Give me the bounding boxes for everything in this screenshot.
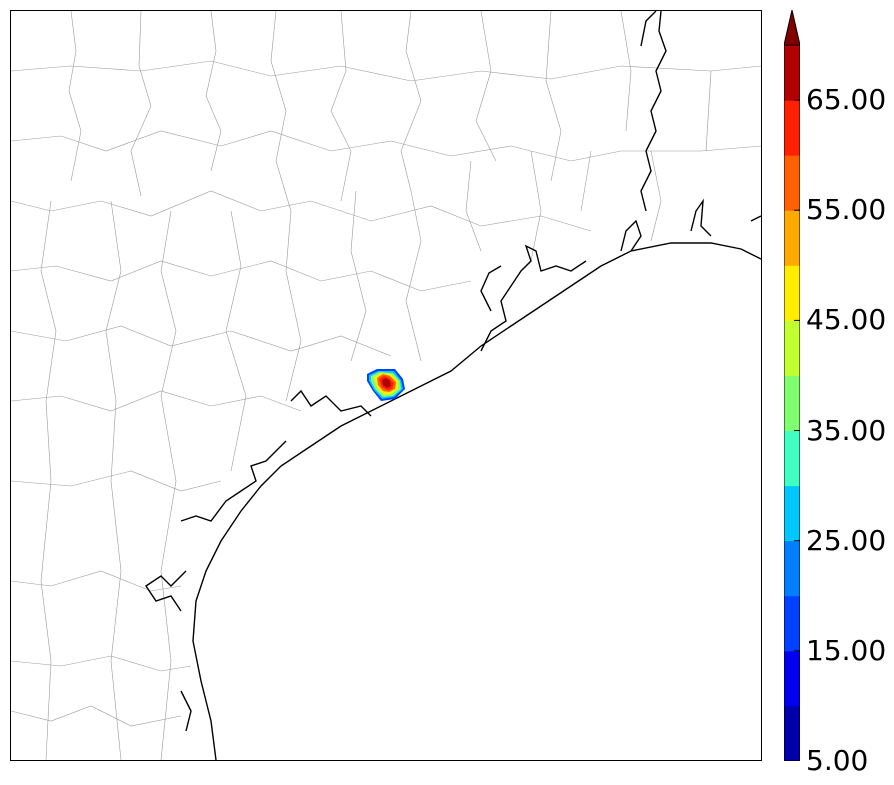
precip-cell — [367, 369, 405, 401]
colorbar-segment — [784, 265, 800, 321]
colorbar-segment — [784, 430, 800, 487]
colorbar-border — [784, 44, 800, 761]
colorbar-tick-label: 15.00 — [806, 633, 887, 667]
colorbar-ticks — [794, 99, 800, 761]
coastline — [145, 11, 761, 760]
colorbar-segment — [784, 540, 800, 597]
colorbar-segment — [784, 210, 800, 266]
colorbar-segment — [784, 155, 800, 211]
colorbar-tick-label: 5.00 — [806, 744, 869, 777]
county-lines — [11, 11, 761, 760]
precip-level-65 — [382, 378, 391, 388]
colorbar-segments — [784, 10, 800, 761]
colorbar-tick-label: 35.00 — [806, 413, 887, 447]
colorbar-tick-label: 65.00 — [806, 83, 887, 117]
colorbar — [784, 10, 800, 761]
colorbar-segment — [784, 320, 800, 376]
colorbar-segment — [784, 595, 800, 652]
colorbar-tick-label: 45.00 — [806, 303, 887, 337]
colorbar-tick-label: 25.00 — [806, 523, 887, 557]
colorbar-segment — [784, 650, 800, 707]
colorbar-segment — [784, 100, 800, 156]
colorbar-segment — [784, 705, 800, 761]
map-canvas — [11, 11, 761, 760]
colorbar-segment — [784, 45, 800, 101]
map-panel — [10, 10, 762, 761]
colorbar-tick-label: 55.00 — [806, 193, 887, 227]
colorbar-extend-max — [784, 10, 800, 46]
colorbar-segment — [784, 485, 800, 542]
colorbar-segment — [784, 375, 800, 432]
